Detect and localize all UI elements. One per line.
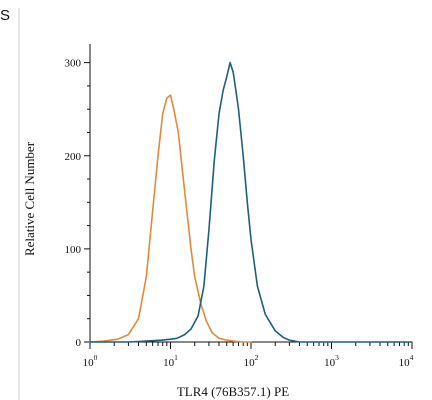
panel-letter: S (0, 7, 10, 24)
x-ticks: 100 101 102 103 104 (83, 342, 414, 369)
y-tick-label: 300 (65, 58, 82, 70)
x-tick-label: 101 (163, 353, 178, 369)
y-axis-label: Relative Cell Number (22, 141, 37, 256)
y-tick-label: 100 (65, 244, 82, 256)
x-tick-label: 100 (83, 353, 98, 369)
series-line-1 (89, 94, 252, 343)
x-tick-label: 102 (244, 353, 259, 369)
series-layer (89, 61, 413, 343)
x-axis-label: TLR4 (76B357.1) PE (177, 384, 289, 399)
y-tick-label: 200 (65, 151, 82, 163)
x-tick-label: 103 (324, 353, 339, 369)
y-ticks: 0 100 200 300 (65, 58, 90, 349)
y-tick-label: 0 (76, 337, 82, 349)
x-tick-label: 104 (399, 353, 414, 369)
series-line-2 (89, 61, 413, 343)
